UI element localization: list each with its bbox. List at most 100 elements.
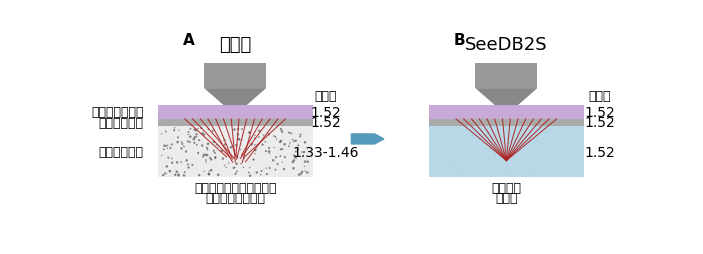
Point [276, 130, 288, 134]
Point [510, 136, 521, 140]
Point [219, 164, 230, 168]
Point [191, 129, 202, 133]
Point [238, 157, 250, 161]
Point [537, 166, 548, 170]
Point [200, 158, 212, 163]
Point [250, 134, 261, 138]
Point [547, 151, 558, 155]
Point [236, 128, 247, 132]
Point [182, 140, 193, 144]
Point [169, 129, 180, 133]
Point [156, 132, 167, 136]
Point [195, 126, 207, 130]
Point [271, 155, 282, 160]
Point [260, 149, 271, 153]
Point [165, 146, 176, 150]
Text: 組織サンプル: 組織サンプル [98, 146, 143, 158]
Point [264, 150, 275, 154]
Point [250, 137, 261, 141]
Bar [475, 64, 537, 89]
Point [529, 168, 541, 172]
Point [183, 166, 194, 170]
Point [275, 154, 286, 158]
Bar [429, 106, 584, 119]
Text: 屈折率: 屈折率 [588, 90, 611, 103]
Point [250, 148, 262, 152]
Point [296, 150, 307, 154]
Point [230, 172, 241, 176]
Point [184, 140, 195, 145]
Point [228, 149, 240, 153]
Point [295, 135, 306, 139]
Point [203, 172, 214, 176]
Point [216, 149, 227, 153]
Point [455, 127, 466, 131]
Text: 光散乱や球面収差による: 光散乱や球面収差による [194, 182, 276, 195]
Point [188, 138, 200, 142]
Point [264, 146, 275, 150]
Point [489, 153, 500, 157]
Point [164, 169, 175, 173]
Point [202, 148, 213, 152]
Point [181, 150, 192, 154]
Bar [157, 106, 313, 119]
Point [172, 161, 183, 165]
Point [287, 160, 298, 164]
Point [182, 163, 193, 167]
Point [205, 169, 217, 173]
Point [226, 146, 237, 150]
Point [191, 143, 202, 147]
Point [173, 173, 184, 177]
Point [193, 151, 204, 155]
Point [176, 161, 187, 165]
Point [502, 147, 513, 151]
Point [162, 144, 173, 148]
Text: 1.33-1.46: 1.33-1.46 [292, 145, 359, 159]
Point [529, 170, 540, 174]
Point [193, 139, 205, 143]
Point [279, 143, 290, 147]
Point [569, 166, 580, 170]
Point [158, 148, 169, 152]
Point [289, 154, 300, 158]
Point [298, 150, 309, 154]
Point [211, 143, 222, 147]
Point [574, 174, 585, 178]
Point [205, 156, 216, 160]
Point [269, 146, 280, 150]
Point [231, 143, 242, 147]
Point [470, 159, 482, 163]
Point [169, 173, 181, 177]
Point [221, 166, 232, 170]
Point [431, 129, 442, 133]
Point [253, 135, 264, 139]
Point [557, 142, 568, 146]
Point [276, 148, 287, 152]
Point [264, 166, 276, 170]
Text: 1.52: 1.52 [311, 106, 341, 120]
Point [541, 130, 552, 134]
Point [288, 159, 299, 163]
Point [484, 159, 495, 163]
Point [518, 164, 529, 168]
Point [458, 159, 469, 163]
Point [244, 131, 255, 135]
Point [232, 133, 243, 137]
Point [477, 141, 488, 145]
Point [200, 153, 211, 157]
Point [228, 128, 240, 132]
Point [295, 133, 306, 137]
Point [274, 140, 285, 144]
Point [503, 150, 515, 154]
Point [209, 151, 221, 155]
Point [183, 130, 194, 134]
Point [288, 167, 299, 171]
Point [209, 156, 221, 161]
Polygon shape [204, 89, 266, 106]
Text: B: B [454, 33, 465, 48]
Point [231, 155, 243, 159]
Point [302, 160, 314, 164]
Point [189, 141, 200, 145]
Point [289, 153, 300, 157]
Point [427, 140, 439, 144]
